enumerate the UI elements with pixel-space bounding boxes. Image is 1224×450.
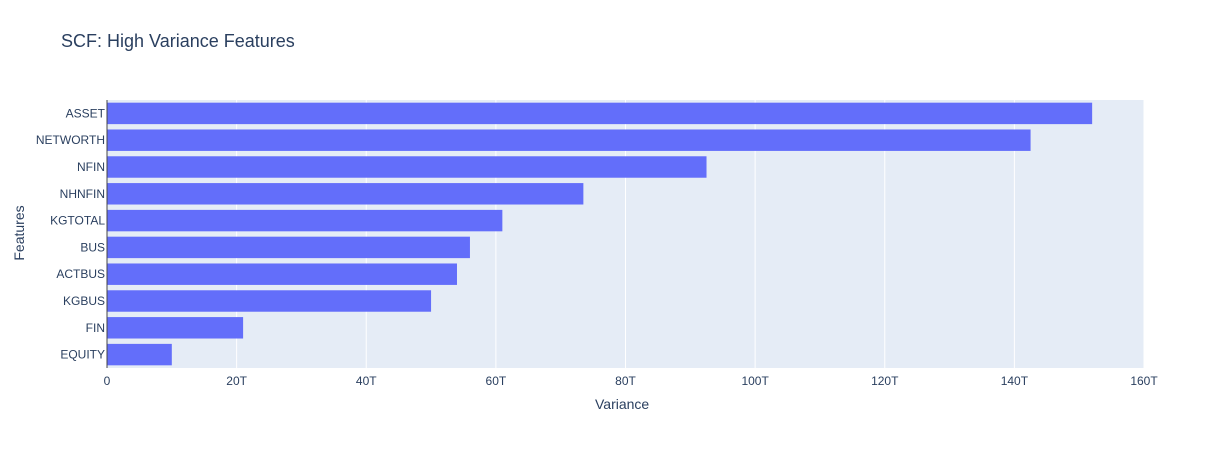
y-axis-title: Features — [11, 205, 27, 261]
chart-title: SCF: High Variance Features — [61, 31, 295, 51]
y-tick-label: ASSET — [66, 106, 106, 120]
bar-kgtotal — [107, 209, 503, 232]
y-tick-label: BUS — [80, 240, 105, 254]
x-tick-label: 80T — [615, 374, 636, 388]
bar-actbus — [107, 263, 457, 285]
bar-nhnfin — [107, 183, 584, 205]
x-tick-label: 40T — [356, 374, 377, 388]
y-tick-label: NETWORTH — [36, 133, 105, 147]
bar-networth — [107, 129, 1031, 151]
y-tick-label: FIN — [86, 321, 105, 335]
x-tick-label: 20T — [226, 374, 247, 388]
y-tick-label: NHNFIN — [60, 187, 105, 201]
x-tick-label: 60T — [486, 374, 507, 388]
x-tick-label: 120T — [871, 374, 899, 388]
y-tick-label: NFIN — [77, 160, 105, 174]
x-tick-label: 100T — [741, 374, 769, 388]
x-tick-label: 0 — [104, 374, 111, 388]
x-tick-label: 140T — [1001, 374, 1029, 388]
y-tick-label: EQUITY — [60, 348, 105, 362]
x-axis-title: Variance — [595, 396, 650, 412]
bar-kgbus — [107, 290, 432, 312]
bar-nfin — [107, 156, 707, 178]
bar-fin — [107, 317, 244, 339]
y-tick-label: KGTOTAL — [50, 214, 105, 228]
y-tick-label: KGBUS — [63, 294, 105, 308]
bar-bus — [107, 236, 470, 259]
bar-equity — [107, 343, 172, 366]
bar-asset — [107, 102, 1093, 125]
y-tick-label: ACTBUS — [56, 267, 105, 281]
x-tick-label: 160T — [1130, 374, 1158, 388]
